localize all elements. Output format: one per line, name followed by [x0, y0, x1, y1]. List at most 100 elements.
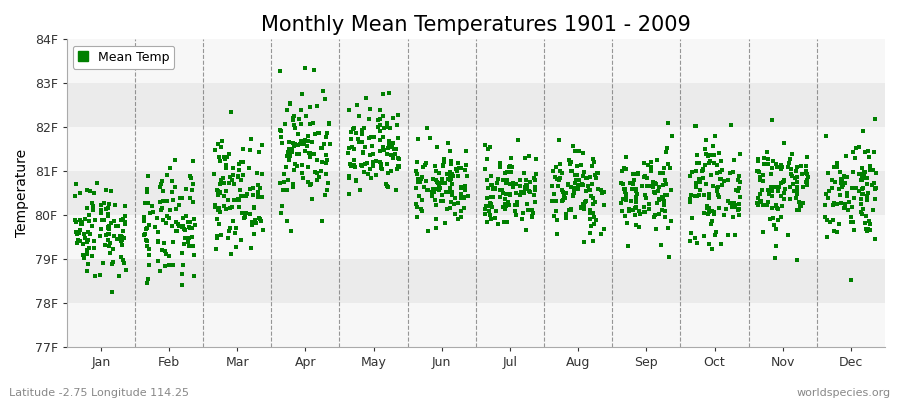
Point: [438, 188, 453, 195]
Point: [504, 169, 518, 176]
Point: [628, 197, 643, 204]
Point: [73, 217, 87, 224]
Point: [628, 194, 643, 200]
Point: [629, 188, 643, 194]
Point: [657, 202, 671, 208]
Point: [364, 174, 378, 181]
Point: [519, 184, 534, 191]
Point: [491, 221, 505, 228]
Point: [235, 192, 249, 199]
Point: [352, 113, 366, 119]
Point: [703, 158, 717, 165]
Point: [247, 205, 261, 212]
Point: [168, 228, 183, 235]
Point: [356, 125, 371, 131]
Point: [856, 128, 870, 134]
Point: [769, 202, 783, 208]
Point: [782, 160, 796, 166]
Point: [223, 251, 238, 257]
Point: [706, 210, 721, 217]
Point: [303, 181, 318, 187]
Point: [389, 186, 403, 193]
Point: [236, 146, 250, 152]
Point: [248, 217, 262, 224]
Point: [298, 148, 312, 154]
Point: [320, 186, 334, 193]
Point: [479, 203, 493, 209]
Point: [833, 180, 848, 186]
Point: [518, 183, 532, 190]
Point: [278, 164, 293, 170]
Point: [650, 157, 664, 164]
Point: [460, 173, 474, 179]
Y-axis label: Temperature: Temperature: [15, 149, 29, 237]
Point: [76, 231, 91, 237]
Point: [112, 273, 126, 280]
Point: [175, 195, 189, 202]
Point: [818, 214, 832, 221]
Point: [649, 226, 663, 232]
Point: [114, 254, 129, 260]
Point: [454, 165, 468, 171]
Point: [548, 197, 562, 204]
Point: [80, 247, 94, 254]
Point: [619, 196, 634, 203]
Point: [210, 235, 224, 242]
Point: [713, 169, 727, 175]
Point: [81, 245, 95, 251]
Point: [76, 241, 90, 247]
Point: [119, 267, 133, 273]
Point: [783, 184, 797, 190]
Point: [764, 187, 778, 193]
Point: [478, 142, 492, 148]
Point: [99, 206, 113, 212]
Point: [381, 170, 395, 176]
Point: [510, 137, 525, 143]
Point: [315, 217, 329, 224]
Point: [436, 162, 450, 168]
Point: [490, 180, 504, 186]
Point: [858, 169, 872, 176]
Point: [447, 201, 462, 208]
Point: [860, 213, 874, 219]
Point: [86, 190, 101, 196]
Point: [732, 172, 746, 179]
Point: [727, 157, 742, 163]
Point: [291, 131, 305, 137]
Point: [444, 199, 458, 206]
Point: [496, 177, 510, 184]
Point: [175, 224, 189, 230]
Point: [701, 204, 716, 211]
Point: [770, 161, 784, 167]
Point: [554, 198, 569, 204]
Point: [357, 169, 372, 175]
Point: [104, 288, 119, 295]
Point: [652, 211, 666, 217]
Point: [94, 233, 108, 240]
Point: [277, 178, 292, 185]
Point: [846, 218, 860, 225]
Point: [771, 206, 786, 212]
Point: [315, 159, 329, 166]
Point: [594, 187, 608, 194]
Point: [688, 193, 702, 199]
Point: [841, 207, 855, 213]
Point: [621, 243, 635, 250]
Point: [732, 185, 746, 192]
Point: [225, 172, 239, 179]
Point: [116, 215, 130, 222]
Point: [526, 175, 541, 182]
Point: [253, 216, 267, 222]
Point: [637, 209, 652, 216]
Point: [633, 211, 647, 217]
Point: [820, 217, 834, 224]
Point: [646, 188, 661, 195]
Point: [688, 123, 703, 130]
Point: [154, 207, 168, 214]
Point: [428, 225, 443, 231]
Point: [212, 221, 227, 228]
Point: [231, 196, 246, 202]
Point: [765, 117, 779, 123]
Point: [443, 148, 457, 154]
Point: [115, 236, 130, 243]
